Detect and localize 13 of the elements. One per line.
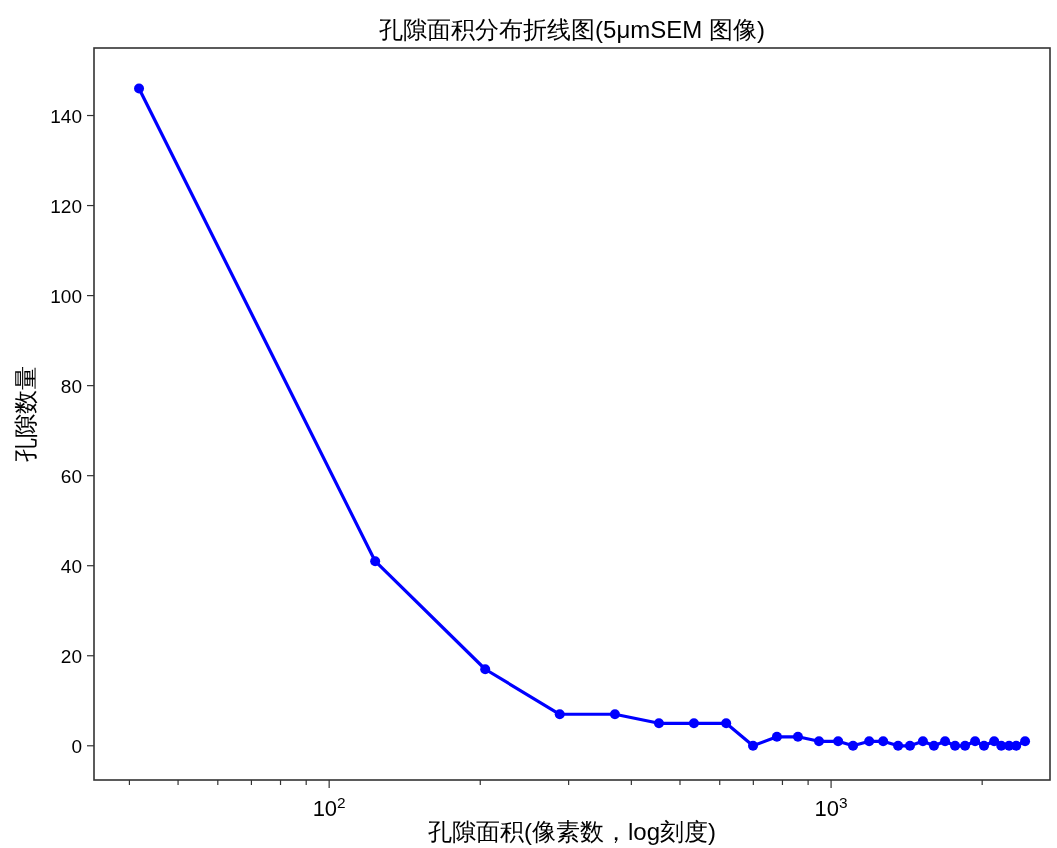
y-axis-title: 孔隙数量	[12, 366, 39, 462]
y-tick-label: 40	[60, 555, 82, 577]
y-tick-label: 0	[71, 735, 82, 757]
y-tick-label: 60	[60, 465, 82, 487]
y-tick-label: 140	[50, 105, 82, 127]
x-tick-label: 10$^{3}$	[814, 793, 848, 821]
chart-title: 孔隙面积分布折线图(5μmSEM 图像)	[379, 16, 765, 43]
y-tick-label: 120	[50, 195, 82, 217]
y-tick-label: 80	[60, 375, 82, 397]
y-tick-label: 20	[60, 645, 82, 667]
x-axis-title: 孔隙面积(像素数，log刻度)	[427, 818, 717, 845]
x-tick-label: 10$^{2}$	[312, 793, 346, 821]
y-tick-label: 100	[50, 285, 82, 307]
